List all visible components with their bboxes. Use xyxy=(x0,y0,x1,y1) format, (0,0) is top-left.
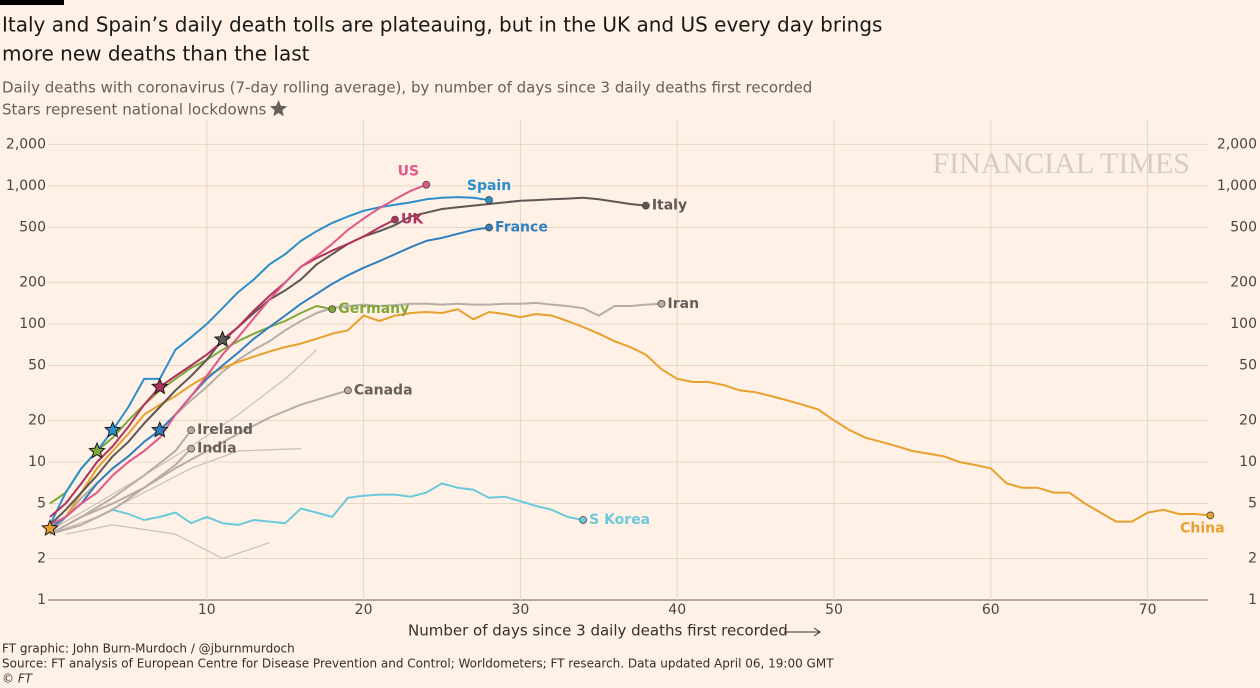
watermark: FINANCIAL TIMES xyxy=(932,147,1190,180)
y-tick-label: 2 xyxy=(37,550,46,566)
x-tick-label: 10 xyxy=(198,602,216,618)
y-tick-label-right: 1,000 xyxy=(1217,178,1257,194)
series-label: UK xyxy=(401,212,424,228)
y-tick-label: 50 xyxy=(28,358,46,374)
end-dot xyxy=(187,444,196,453)
brand-bar xyxy=(0,0,64,5)
y-tick-label: 5 xyxy=(37,496,46,512)
lockdown-star xyxy=(88,441,106,459)
series-label: Spain xyxy=(467,178,511,194)
note: Stars represent national lockdowns xyxy=(2,101,267,119)
y-tick-label-right: 20 xyxy=(1239,412,1257,428)
series-label: Iran xyxy=(668,296,700,312)
end-dot xyxy=(579,516,588,524)
end-dot xyxy=(422,180,431,189)
series-line xyxy=(49,196,490,526)
credit: FT graphic: John Burn-Murdoch / @jburnmu… xyxy=(2,642,295,656)
lockdown-star xyxy=(41,519,59,536)
series-line xyxy=(49,448,301,535)
grid xyxy=(48,120,1208,601)
source: Source: FT analysis of European Centre f… xyxy=(2,657,834,671)
lockdown-star xyxy=(213,330,232,348)
series-label: Germany xyxy=(338,301,409,317)
x-tick-label: 50 xyxy=(825,602,843,618)
y-tick-label: 10 xyxy=(28,454,46,470)
note-star xyxy=(269,100,288,117)
series-label: China xyxy=(1180,520,1224,536)
y-tick-label: 1 xyxy=(37,592,46,608)
y-tick-label-right: 5 xyxy=(1248,496,1257,512)
series-line xyxy=(65,524,270,560)
x-axis-label: Number of days since 3 daily deaths firs… xyxy=(408,622,788,640)
series-label: India xyxy=(197,441,236,457)
x-tick-label: 20 xyxy=(355,602,373,618)
series-line xyxy=(49,308,1211,530)
series-line xyxy=(49,196,646,526)
series-label: US xyxy=(398,164,419,180)
y-tick-label-right: 500 xyxy=(1230,219,1257,235)
series-line xyxy=(49,389,349,535)
series-label: Canada xyxy=(354,382,413,398)
y-tick-label: 100 xyxy=(19,316,46,332)
end-dot xyxy=(1206,511,1215,520)
end-dot xyxy=(391,215,399,224)
y-tick-label: 20 xyxy=(28,412,46,428)
axis-arrow xyxy=(784,627,821,637)
x-tick-label: 60 xyxy=(982,602,1000,618)
x-tick-label: 70 xyxy=(1139,602,1157,618)
series-label: Ireland xyxy=(197,422,253,438)
x-tick-label: 30 xyxy=(511,602,529,618)
y-tick-label-right: 2 xyxy=(1248,550,1257,566)
y-tick-label: 2,000 xyxy=(6,136,46,152)
end-dot xyxy=(344,386,352,395)
copyright: © FT xyxy=(2,672,34,686)
y-tick-label-right: 200 xyxy=(1230,274,1257,290)
y-tick-label: 500 xyxy=(19,219,46,235)
y-tick-label-right: 10 xyxy=(1239,454,1257,470)
y-tick-label-right: 100 xyxy=(1230,316,1257,332)
end-dot xyxy=(485,223,493,232)
lockdown-star xyxy=(150,377,169,395)
end-dot xyxy=(485,196,493,204)
chart-title: Italy and Spain’s daily death tolls are … xyxy=(2,13,882,37)
y-tick-label-right: 50 xyxy=(1239,358,1257,374)
series-label: Italy xyxy=(652,198,687,214)
end-dot xyxy=(187,426,196,435)
series-line xyxy=(49,226,490,530)
end-dot xyxy=(641,201,650,210)
end-dot xyxy=(328,305,337,314)
plot: Iran Canada Ireland India S Korea China German… xyxy=(41,164,1225,560)
end-dot xyxy=(657,299,666,308)
series-line xyxy=(49,429,192,535)
y-tick-label: 1,000 xyxy=(6,178,46,194)
series-line xyxy=(112,482,584,526)
lockdown-star xyxy=(150,420,169,438)
series-label: France xyxy=(495,219,548,235)
x-tick-label: 40 xyxy=(668,602,686,618)
y-tick-label-right: 2,000 xyxy=(1217,136,1257,152)
series-line xyxy=(49,183,427,526)
lockdown-star xyxy=(103,420,122,438)
subtitle: Daily deaths with coronavirus (7-day rol… xyxy=(2,79,812,97)
y-tick-label: 200 xyxy=(19,274,46,290)
y-tick-label-right: 1 xyxy=(1248,592,1257,608)
series-line xyxy=(49,447,192,536)
chart-title: more new deaths than the last xyxy=(2,42,310,66)
series-label: S Korea xyxy=(589,512,650,528)
